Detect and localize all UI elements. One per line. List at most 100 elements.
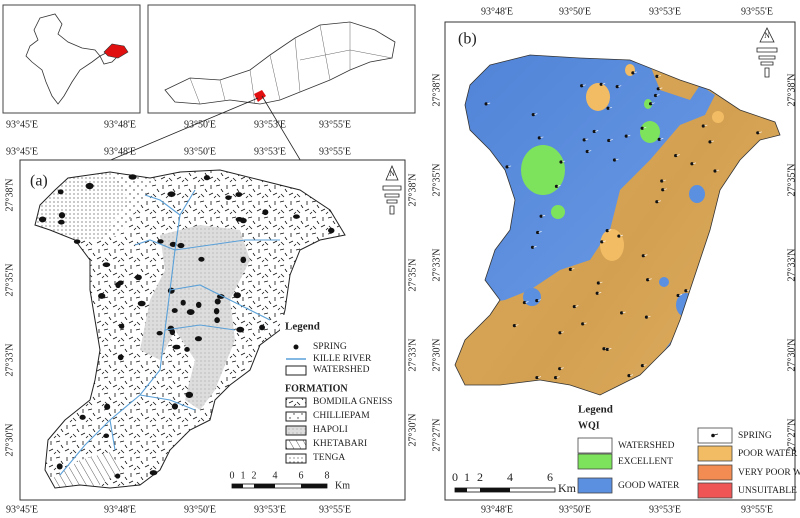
- lon-label: 93°55'E: [741, 6, 773, 17]
- lat-label: 27°30'N: [407, 413, 418, 446]
- spring: [186, 309, 195, 316]
- spring: [647, 315, 651, 318]
- lat-label: 27°35'N: [407, 258, 418, 291]
- spring: [115, 473, 121, 479]
- watershed-highlight: [254, 90, 266, 102]
- lat-label: 27°33'N: [407, 338, 418, 371]
- north-arrow: N: [756, 27, 778, 78]
- spring: [676, 293, 680, 298]
- legend-label: EXCELLENT: [618, 457, 673, 467]
- lon-label: 93°45'E: [6, 146, 38, 157]
- north-arrow: N: [382, 164, 402, 215]
- spring: [600, 240, 604, 244]
- spring: [539, 214, 543, 218]
- spring: [73, 239, 81, 244]
- lat-label: 27°38'N: [786, 73, 797, 106]
- spring: [662, 179, 666, 182]
- scale-tick: 1: [464, 470, 470, 484]
- spring: [619, 234, 624, 237]
- legend-swatch: [697, 427, 733, 444]
- spring: [167, 191, 176, 197]
- scale-tick: 1: [241, 470, 246, 481]
- lon-label: 93°50'E: [559, 6, 591, 17]
- lat-label: 27°33'N: [431, 248, 442, 281]
- spring: [692, 162, 697, 165]
- lon-label: 93°53'E: [649, 504, 681, 515]
- legend-label: WATERSHED: [313, 365, 370, 375]
- spring: [56, 463, 63, 470]
- spring: [177, 242, 185, 249]
- lat-label: 27°35'N: [431, 163, 442, 196]
- spring: [537, 136, 541, 140]
- spring: [157, 239, 164, 244]
- spring: [195, 301, 202, 308]
- spring: [117, 280, 124, 286]
- spring: [660, 138, 664, 140]
- spring: [575, 305, 579, 307]
- lat-label: 27°33'N: [786, 248, 797, 281]
- watershed-boundary: [454, 54, 781, 396]
- lat-label: 27°38'N: [407, 173, 418, 206]
- spring-symbol: [711, 433, 715, 438]
- spring: [661, 188, 665, 192]
- scale-tick: 0: [230, 470, 235, 481]
- lon-label: 93°53'E: [254, 504, 286, 515]
- spring: [627, 374, 631, 378]
- spring: [651, 102, 655, 105]
- spring: [606, 106, 610, 110]
- lon-label: 93°48'E: [481, 6, 513, 17]
- legend-label: KILLE RIVER: [313, 354, 372, 364]
- spring: [537, 376, 542, 378]
- spring: [530, 245, 535, 249]
- lon-label: 93°50'E: [559, 504, 591, 515]
- legend-label: CHILLIEPAM: [313, 411, 370, 421]
- spring: [609, 139, 613, 141]
- spring: [293, 214, 300, 219]
- spring: [588, 150, 592, 152]
- spring: [657, 137, 661, 141]
- spring: [659, 87, 663, 90]
- spring: [57, 189, 64, 195]
- lat-label: 27°30'N: [786, 338, 797, 371]
- spring: [58, 212, 66, 219]
- panel-label: (a): [30, 173, 48, 190]
- spring: [167, 287, 175, 294]
- excellent-zone: [521, 145, 565, 195]
- spring: [656, 94, 660, 96]
- spring: [592, 129, 596, 134]
- spring: [558, 331, 562, 335]
- scale-unit: Km: [335, 480, 350, 491]
- lat-label: 27°33'N: [4, 343, 15, 376]
- spring: [525, 301, 529, 303]
- spring: [554, 376, 558, 380]
- spring: [58, 219, 65, 225]
- springs: [484, 71, 762, 380]
- spring: [640, 126, 644, 130]
- spring: [620, 311, 624, 315]
- spring: [608, 229, 612, 231]
- lat-label: 27°35'N: [786, 163, 797, 196]
- spring: [663, 188, 667, 191]
- spring: [117, 354, 124, 361]
- spring: [542, 214, 546, 217]
- lon-label: 93°48'E: [104, 504, 136, 515]
- spring: [655, 74, 659, 79]
- poor-zone: [712, 111, 724, 123]
- spring: [622, 311, 626, 314]
- scale-tick: 2: [252, 470, 257, 481]
- legend-b: Legend WQI WATERSHED EXCELLENT GOOD WATER S…: [577, 404, 800, 499]
- spring: [585, 138, 589, 141]
- spring: [649, 102, 653, 106]
- spring: [704, 124, 708, 127]
- spring: [233, 292, 241, 299]
- spring: [559, 160, 563, 164]
- lon-label: 93°50'E: [184, 146, 216, 157]
- spring: [627, 134, 631, 137]
- spring: [558, 367, 562, 371]
- spring: [128, 174, 137, 180]
- district-lines: [189, 22, 393, 105]
- spring: [608, 106, 613, 109]
- spring: [641, 254, 645, 258]
- scale-tick: 4: [273, 470, 278, 481]
- spring: [656, 87, 660, 91]
